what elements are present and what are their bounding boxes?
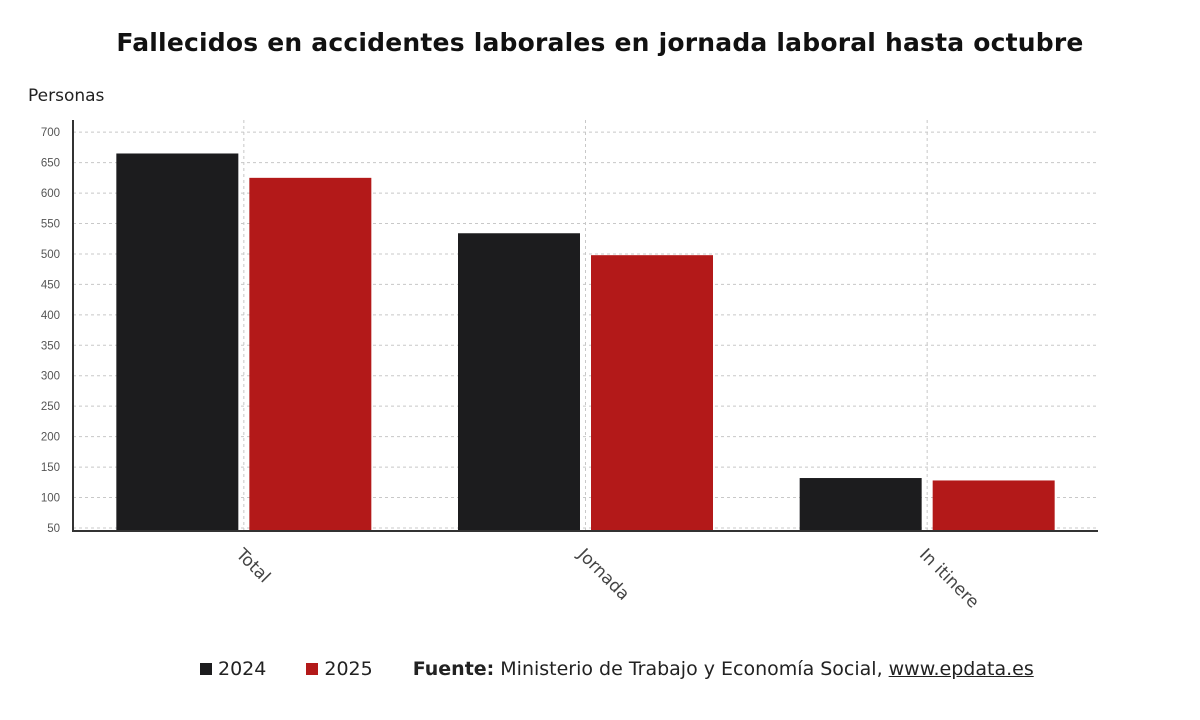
legend-swatch-2025 <box>306 663 319 675</box>
bar-2024-total <box>116 153 239 531</box>
y-tick-label: 450 <box>41 279 60 291</box>
y-tick-label: 150 <box>41 462 60 474</box>
y-tick-label: 50 <box>47 523 60 535</box>
legend-swatch-2024 <box>200 663 212 675</box>
legend-label-2025: 2025 <box>324 658 373 680</box>
bar-2024-in-itinere <box>799 478 922 531</box>
grid-lines <box>73 120 1098 531</box>
source-text: Ministerio de Trabajo y Economía Social, <box>500 658 883 680</box>
y-tick-label: 700 <box>41 127 60 139</box>
chart-footer: 2024 2025 Fuente: Ministerio de Trabajo … <box>200 658 1034 680</box>
source-label: Fuente: <box>412 658 495 680</box>
y-tick-labels: 50 100 150 200 250 300 350 400 450 500 550 600 650 70… <box>41 127 60 535</box>
y-tick-label: 100 <box>41 493 60 505</box>
y-tick-label: 500 <box>41 249 60 261</box>
bars <box>116 153 1055 531</box>
chart-title: Fallecidos en accidentes laborales en jo… <box>116 28 1084 57</box>
y-tick-label: 650 <box>41 158 60 170</box>
legend-item-2025: 2025 <box>306 658 373 680</box>
legend-item-2024: 2024 <box>200 658 266 680</box>
bar-2024-jornada <box>458 233 580 531</box>
x-tick-label: In itinere <box>915 545 983 613</box>
x-tick-labels: Total Jornada In itinere <box>231 544 983 612</box>
bar-2025-jornada <box>591 255 713 531</box>
y-tick-label: 600 <box>41 188 60 200</box>
y-tick-label: 350 <box>41 340 60 352</box>
y-tick-label: 550 <box>41 219 60 231</box>
x-tick-label: Total <box>231 544 274 587</box>
bar-2025-in-itinere <box>932 480 1055 531</box>
y-tick-label: 400 <box>41 310 60 322</box>
x-tick-label: Jornada <box>573 544 633 604</box>
axes <box>72 120 1098 532</box>
legend-label-2024: 2024 <box>218 658 267 680</box>
y-tick-label: 250 <box>41 401 60 413</box>
bar-2025-total <box>249 177 372 531</box>
y-tick-label: 200 <box>41 432 60 444</box>
source-link[interactable]: www.epdata.es <box>888 658 1034 680</box>
y-tick-label: 300 <box>41 371 60 383</box>
y-axis-label: Personas <box>28 86 105 106</box>
